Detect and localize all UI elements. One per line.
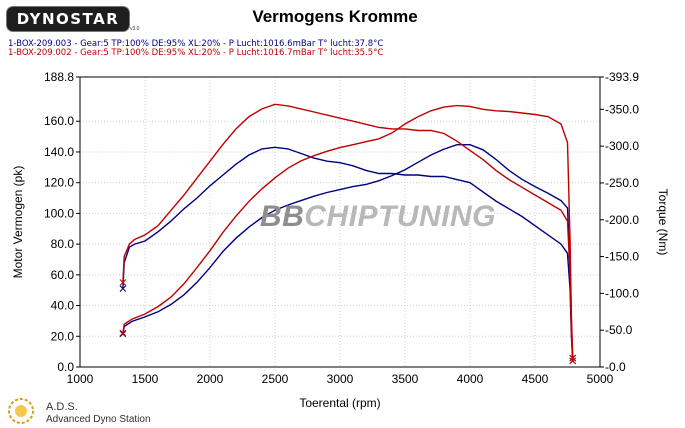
y2-tick-label: -300.0 (605, 139, 639, 153)
series-blue-power-line (122, 146, 574, 361)
y-tick-label: 100.0 (44, 206, 74, 220)
version-label: v3.0 (130, 26, 140, 32)
y-tick-label: 140.0 (44, 145, 74, 159)
watermark-text: BBCHIPTUNING (260, 200, 496, 234)
x-tick-label: 3500 (392, 372, 419, 386)
y2-axis-label: Torque (Nm) (656, 189, 670, 256)
series-red-torque-line (122, 104, 574, 359)
y-tick-label: 160.0 (44, 114, 74, 128)
y2-tick-label: -250.0 (605, 176, 639, 190)
y2-tick-label: -150.0 (605, 250, 639, 264)
run-legend-1: 1-BOX-209.003 - Gear:5 TP:100% DE:95% XL… (8, 39, 384, 49)
x-axis-label: Toerental (rpm) (299, 396, 380, 410)
y2-tick-label: -393.9 (605, 70, 639, 84)
x-tick-label: 1500 (132, 372, 159, 386)
y2-tick-label: -0.0 (605, 360, 626, 374)
chart-title: Vermogens Kromme (252, 7, 418, 26)
x-tick-label: 5000 (587, 372, 614, 386)
series-layer (119, 103, 577, 365)
footer-acronym: A.D.S. (46, 401, 78, 413)
x-tick-label: 2500 (262, 372, 289, 386)
y-tick-label: 120.0 (44, 176, 74, 190)
y-axis-label: Motor Vermogen (pk) (11, 166, 25, 279)
series-end-marker (569, 357, 577, 365)
series-start-marker (119, 279, 127, 286)
x-tick-label: 2000 (197, 372, 224, 386)
y-tick-label: 20.0 (51, 329, 75, 343)
plot-frame (79, 76, 601, 368)
series-start-marker (119, 329, 127, 337)
y2-tick-label: -50.0 (605, 323, 633, 337)
series-start-marker (119, 285, 127, 293)
x-tick-label: 3000 (327, 372, 354, 386)
logo-text: DYNOSTAR (16, 10, 120, 28)
y2-tick-label: -100.0 (605, 286, 639, 300)
footer-name: Advanced Dyno Station (46, 414, 151, 425)
series-end-marker (569, 354, 577, 362)
watermark-part2: CHIPTUNING (304, 200, 497, 233)
y-tick-label: 188.8 (44, 70, 74, 84)
y-tick-label: 60.0 (51, 268, 75, 282)
tick-labels: 1000 1500 2000 2500 3000 3500 4000 4500 5000 0.0 2… (44, 70, 639, 386)
series-start-marker (119, 330, 127, 338)
y2-tick-label: -200.0 (605, 213, 639, 227)
x-tick-label: 4500 (522, 372, 549, 386)
dynostar-logo: DYNOSTAR (6, 6, 130, 32)
x-tick-label: 1000 (67, 372, 94, 386)
run-legend-2: 1-BOX-209.002 - Gear:5 TP:100% DE:95% XL… (8, 48, 384, 58)
y-tick-label: 0.0 (57, 360, 74, 374)
series-blue-torque-line (122, 143, 574, 359)
y-tick-label: 40.0 (51, 299, 75, 313)
watermark-part1: BB (260, 200, 305, 233)
y2-tick-label: -350.0 (605, 102, 639, 116)
series-red-power-line (122, 103, 574, 361)
x-tick-label: 4000 (457, 372, 484, 386)
y-tick-label: 80.0 (51, 237, 75, 251)
ads-logo-icon (8, 398, 34, 424)
